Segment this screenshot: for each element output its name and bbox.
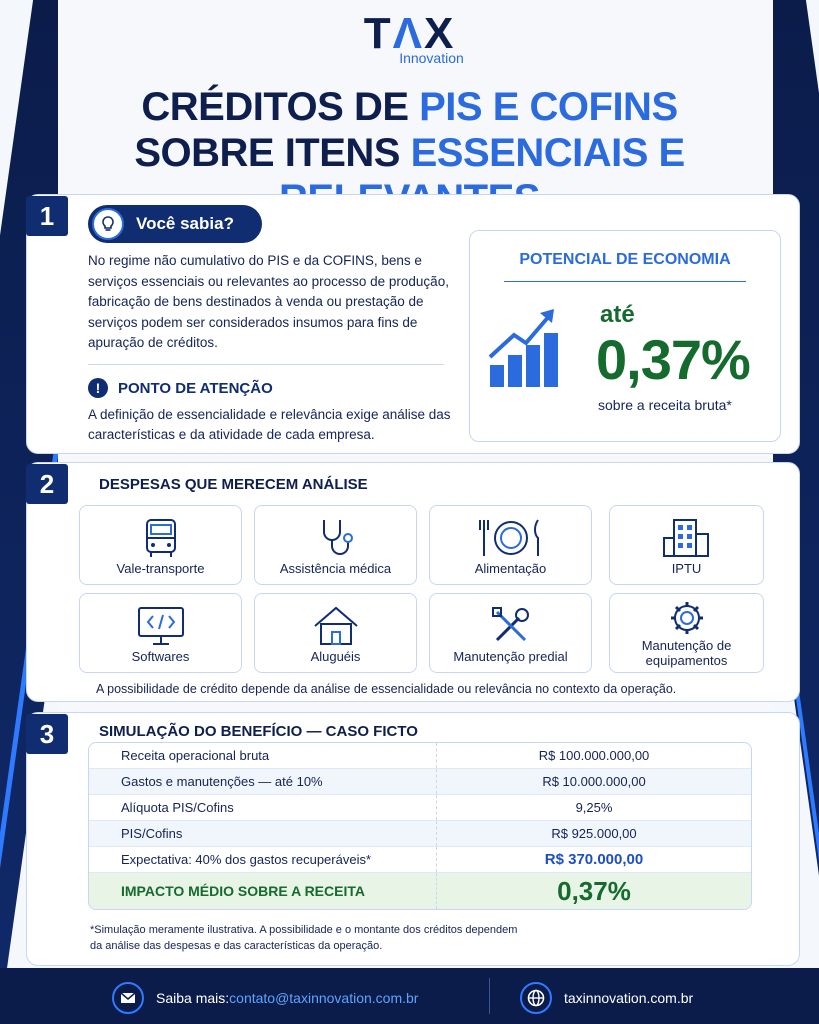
did-you-know-text: No regime não cumulativo do PIS e da COF… <box>88 253 449 350</box>
table-row: Receita operacional bruta R$ 100.000.000,… <box>89 743 751 769</box>
economy-prefix: até <box>600 301 635 328</box>
economy-subtitle: sobre a receita bruta* <box>598 397 732 413</box>
economy-title: POTENCIAL DE ECONOMIA <box>519 251 731 268</box>
expense-tile: Vale-transporte <box>79 505 242 585</box>
logo-subtitle: Innovation <box>399 50 464 66</box>
table-row: Alíquota PIS/Cofins 9,25% <box>89 795 751 821</box>
table-row: PIS/Cofins R$ 925.000,00 <box>89 821 751 847</box>
expense-tile: Assistência médica <box>254 505 417 585</box>
table-row: Expectativa: 40% dos gastos recuperáveis… <box>89 847 751 873</box>
footer-contact: Saiba mais: contato@taxinnovation.com.br <box>112 982 418 1014</box>
house-icon <box>313 606 358 645</box>
expense-tile: Aluguéis <box>254 593 417 673</box>
section-number-3: 3 <box>26 714 68 754</box>
building-icon <box>662 519 709 557</box>
expense-tile: Manutenção predial <box>429 593 592 673</box>
expenses-note: A possibilidade de crédito depende da an… <box>96 682 677 696</box>
expense-tile: Manutenção de equipamentos <box>609 593 764 673</box>
economy-potential-box: POTENCIAL DE ECONOMIA até 0,37% sobre a … <box>469 230 781 442</box>
bus-icon <box>145 519 176 557</box>
section-number-2: 2 <box>26 464 68 504</box>
attention-header: ! PONTO DE ATENÇÃO <box>88 378 273 398</box>
did-you-know-pill: Você sabia? <box>88 205 262 243</box>
simulation-table: Receita operacional bruta R$ 100.000.000,… <box>88 742 752 910</box>
expense-tile: Softwares <box>79 593 242 673</box>
attention-text: A definição de essencialidade e relevânc… <box>88 407 451 442</box>
expenses-title: DESPESAS QUE MERECEM ANÁLISE <box>99 476 368 493</box>
stethoscope-icon <box>322 520 353 555</box>
globe-icon <box>520 982 552 1014</box>
economy-value: 0,37% <box>596 328 751 391</box>
table-total-row: IMPACTO MÉDIO SOBRE A RECEITA 0,37% <box>89 873 751 909</box>
website-link[interactable]: taxinnovation.com.br <box>564 990 694 1006</box>
footer-website: taxinnovation.com.br <box>520 982 693 1014</box>
code-monitor-icon <box>137 607 184 645</box>
gear-icon <box>670 602 703 634</box>
growth-chart-icon <box>488 309 558 387</box>
mail-icon <box>112 982 144 1014</box>
logo: TΛX Innovation <box>0 12 819 67</box>
expense-tile: IPTU <box>609 505 764 585</box>
section-number-1: 1 <box>26 196 68 236</box>
table-row: Gastos e manutenções — até 10% R$ 10.000.… <box>89 769 751 795</box>
expense-tile: Alimentação <box>429 505 592 585</box>
footer: Saiba mais: contato@taxinnovation.com.br… <box>0 968 819 1024</box>
tools-icon <box>491 607 529 642</box>
simulation-footnote: *Simulação meramente ilustrativa. A poss… <box>90 924 518 952</box>
email-link[interactable]: contato@taxinnovation.com.br <box>229 990 419 1006</box>
simulation-title: SIMULAÇÃO DO BENEFÍCIO — CASO FICTO <box>99 723 418 740</box>
divider <box>88 364 444 365</box>
exclamation-icon: ! <box>88 378 108 398</box>
lightbulb-icon <box>92 208 124 240</box>
cutlery-icon <box>478 519 539 556</box>
